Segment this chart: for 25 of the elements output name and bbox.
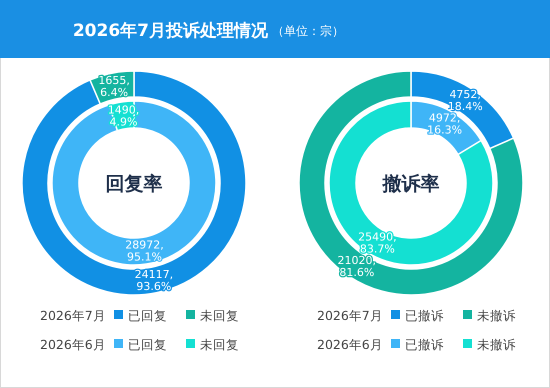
data-label: 28972, 95.1% (125, 238, 164, 264)
legend-title: 2026年6月 (40, 337, 106, 352)
legend-label: 未回复 (200, 308, 239, 323)
legend-label: 已撤诉 (405, 308, 444, 323)
legend-label: 未回复 (200, 337, 239, 352)
donut-slice (298, 70, 524, 296)
legend-label: 未撤诉 (477, 308, 516, 323)
legend-label: 已回复 (128, 308, 167, 323)
data-label: 1655, 6.4% (98, 74, 130, 100)
text: 撤诉率 (382, 173, 440, 195)
data-label: 24117, 93.6% (134, 268, 174, 293)
legend-label: 已撤诉 (405, 337, 444, 352)
chart-subtitle: （单位：宗） (272, 24, 344, 38)
legend-title: 2026年7月 (317, 308, 383, 323)
legend-label: 未撤诉 (477, 337, 516, 352)
text: 回复率 (106, 173, 162, 195)
donut-slice (21, 70, 247, 296)
legend-title: 2026年7月 (40, 308, 106, 323)
donut-slice (328, 100, 494, 266)
legend-label: 已回复 (128, 337, 167, 352)
data-label: 4972, 16.3% (427, 111, 462, 136)
chart-title: 2026年7月投诉处理情况 (72, 21, 269, 41)
donut-slice (51, 100, 217, 266)
legend-title: 2026年6月 (317, 337, 383, 352)
data-label: 4752, 18.4% (448, 88, 483, 114)
